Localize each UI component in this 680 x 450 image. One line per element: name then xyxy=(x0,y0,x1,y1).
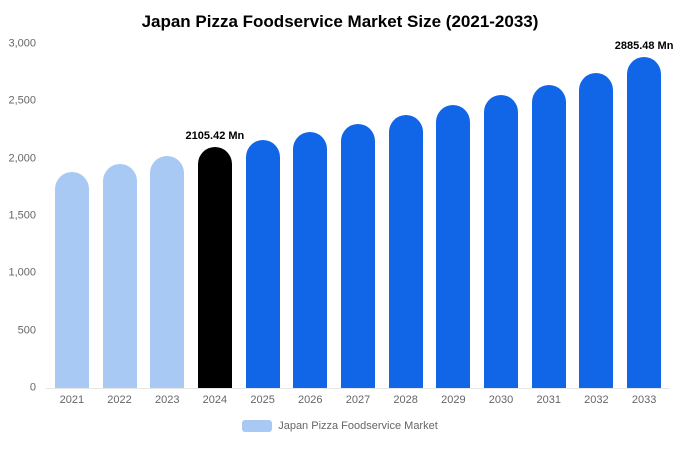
bars: 2105.42 Mn 2885.48 Mn xyxy=(46,40,673,388)
bar-slot xyxy=(430,44,478,388)
bar-slot xyxy=(286,44,334,388)
bar-slot xyxy=(573,44,621,388)
bar-2026 xyxy=(293,131,328,388)
x-axis-label: 2023 xyxy=(154,394,180,406)
x-axis-label: 2026 xyxy=(298,394,323,406)
bar-slot: 2885.48 Mn xyxy=(615,40,673,388)
data-label: 2105.42 Mn xyxy=(185,129,245,142)
bar-2028 xyxy=(388,114,423,388)
bar-slot xyxy=(239,44,287,388)
bar-slot xyxy=(96,44,144,388)
chart-title: Japan Pizza Foodservice Market Size (202… xyxy=(141,12,539,31)
x-axis: 2021 2022 2023 2024 2025 2026 2027 2028 2029 2030… xyxy=(46,394,670,406)
x-axis-label: 2029 xyxy=(441,394,466,406)
bar-2023 xyxy=(150,156,185,388)
y-axis: 0 500 1,000 1,500 2,000 2,500 3,000 xyxy=(0,38,40,393)
bar-slot xyxy=(143,44,191,388)
x-axis-label: 2031 xyxy=(536,394,561,406)
y-axis-label: 3,000 xyxy=(8,37,36,50)
legend: Japan Pizza Foodservice Market xyxy=(0,420,680,432)
bar-slot xyxy=(382,44,430,388)
y-axis-label: 2,000 xyxy=(8,152,36,165)
x-axis-label: 2021 xyxy=(59,394,85,406)
x-axis-label: 2022 xyxy=(107,394,132,406)
x-axis-label: 2025 xyxy=(250,394,275,406)
y-axis-label: 500 xyxy=(17,324,36,337)
data-label: 2885.48 Mn xyxy=(614,40,674,53)
x-axis-label: 2032 xyxy=(584,394,609,406)
bar-slot: 2105.42 Mn xyxy=(186,44,244,388)
bar-2022 xyxy=(102,164,137,388)
plot-area: 0 500 1,000 1,500 2,000 2,500 3,000 2105.42 Mn… xyxy=(8,38,673,393)
bar-2032 xyxy=(579,72,614,388)
bar-2024 xyxy=(197,146,232,388)
bar-slot xyxy=(334,44,382,388)
bar-2027 xyxy=(340,123,375,388)
bar-2029 xyxy=(436,104,471,388)
x-axis-label: 2030 xyxy=(488,394,514,406)
y-axis-label: 2,500 xyxy=(8,94,36,107)
legend-swatch-icon xyxy=(242,420,273,432)
bar-slot xyxy=(48,44,96,388)
x-axis-label: 2033 xyxy=(631,394,657,406)
bar-2033 xyxy=(627,57,662,388)
legend-label: Japan Pizza Foodservice Market xyxy=(278,420,438,432)
bar-2030 xyxy=(484,95,519,388)
y-axis-label: 1,000 xyxy=(8,266,36,279)
x-axis-label: 2024 xyxy=(202,394,228,406)
x-axis-label: 2028 xyxy=(393,394,418,406)
bar-2021 xyxy=(54,172,89,388)
bar-slot xyxy=(477,44,525,388)
y-axis-label: 0 xyxy=(29,381,36,394)
legend-item[interactable]: Japan Pizza Foodservice Market xyxy=(242,420,438,432)
bar-slot xyxy=(525,44,573,388)
x-axis-label: 2027 xyxy=(345,394,371,406)
bar-2025 xyxy=(245,139,280,388)
y-axis-label: 1,500 xyxy=(8,209,36,222)
bar-2031 xyxy=(531,84,566,388)
